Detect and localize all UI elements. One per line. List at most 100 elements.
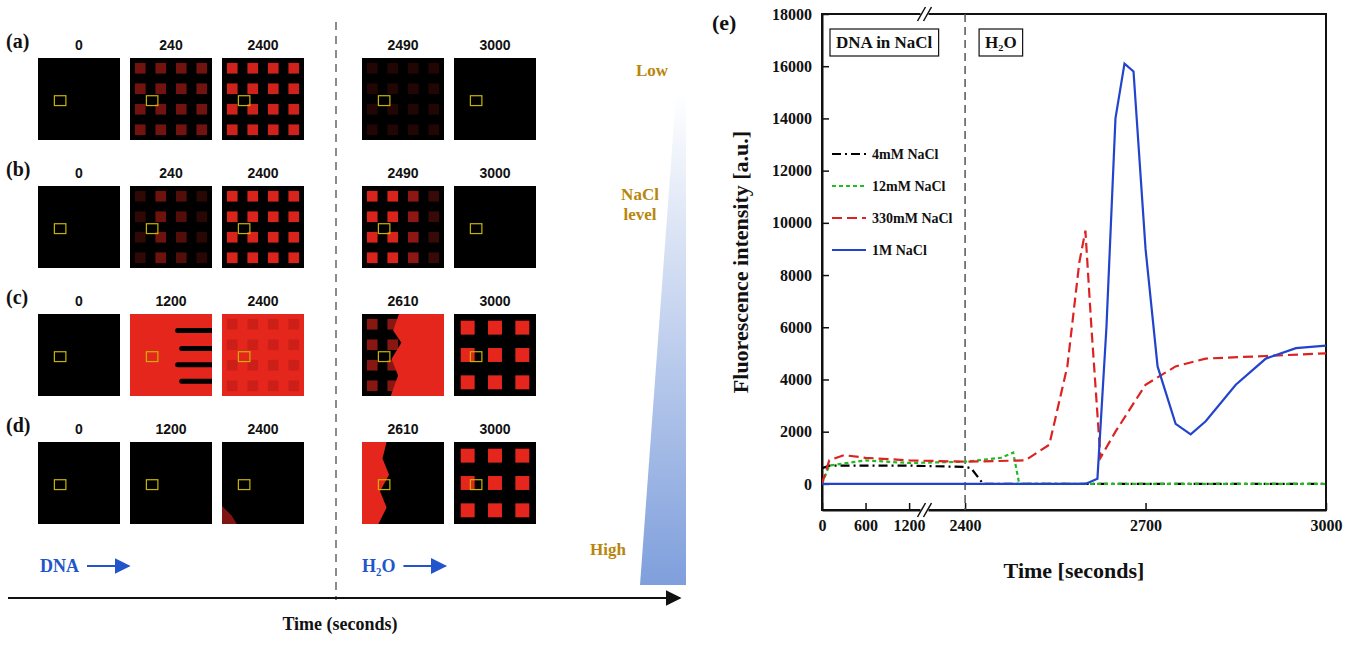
time-label: 240 xyxy=(159,37,183,53)
fluorescent-spot xyxy=(288,104,299,115)
time-label: 3000 xyxy=(479,421,510,437)
fluorescent-spot xyxy=(428,232,439,243)
time-label: 2400 xyxy=(247,293,278,309)
y-tick-mark xyxy=(822,118,829,120)
axis-break-mark xyxy=(924,503,932,517)
tile-content xyxy=(367,63,439,135)
fluorescent-spot xyxy=(176,83,187,94)
x-tick-label: 2700 xyxy=(1130,517,1162,534)
fluorescent-spot xyxy=(196,83,207,94)
fluorescent-spot xyxy=(247,252,258,263)
time-label: 3000 xyxy=(479,165,510,181)
image-tile xyxy=(222,442,304,524)
fluorescent-spot xyxy=(515,476,529,490)
fluorescent-spot xyxy=(515,375,529,389)
fluorescent-spot xyxy=(135,191,146,202)
time-label: 0 xyxy=(75,293,83,309)
figure: (a)0240240024903000(b)0240240024903000(c… xyxy=(0,0,1356,650)
legend-label: 12mM NaCl xyxy=(872,179,946,194)
y-tick-label: 2000 xyxy=(780,423,812,440)
x-tick-mark xyxy=(909,503,911,510)
tile-background xyxy=(454,314,536,396)
tile-background xyxy=(130,58,212,140)
region-of-interest xyxy=(238,352,249,362)
series-line xyxy=(822,231,1326,484)
tile-background xyxy=(222,58,304,140)
region-of-interest xyxy=(54,480,65,490)
tile-content xyxy=(146,480,157,490)
fluorescent-spot xyxy=(176,232,187,243)
fluorescent-spot xyxy=(135,252,146,263)
fluorescent-spot xyxy=(461,449,475,463)
tile-content xyxy=(54,224,65,234)
tile-background xyxy=(362,442,444,524)
fluorescent-spot xyxy=(176,191,187,202)
time-label: 2400 xyxy=(247,37,278,53)
series-line xyxy=(822,64,1326,484)
fluorescent-spot xyxy=(367,319,378,330)
fluorescent-spot xyxy=(268,360,279,371)
fluorescent-spot xyxy=(227,319,238,330)
region-of-interest xyxy=(378,96,389,106)
fluorescent-spot xyxy=(135,124,146,135)
fluorescent-spot xyxy=(408,380,419,391)
y-tick: 14000 xyxy=(772,110,829,127)
fluorescent-spot xyxy=(387,252,398,263)
fluorescent-spot xyxy=(367,124,378,135)
annotation-frame xyxy=(830,29,939,56)
fluorescent-spot xyxy=(428,83,439,94)
fluorescent-spot xyxy=(227,104,238,115)
fluorescent-spot xyxy=(247,191,258,202)
fluorescent-spot xyxy=(268,124,279,135)
tile-content xyxy=(135,63,207,135)
panel-letter: (a) xyxy=(6,30,29,53)
fluorescent-spot xyxy=(135,232,146,243)
series-line xyxy=(822,466,1326,484)
fluorescent-spot xyxy=(387,63,398,74)
y-tick: 4000 xyxy=(780,371,829,388)
tile-content xyxy=(362,442,390,524)
red-fluorescence xyxy=(222,314,304,396)
fluorescent-spot xyxy=(135,63,146,74)
fluorescent-spot xyxy=(367,104,378,115)
x-tick: 2400 xyxy=(950,503,982,534)
fluorescent-spot xyxy=(196,124,207,135)
fluorescent-spot xyxy=(268,380,279,391)
scale-label: NaCllevel xyxy=(621,185,659,224)
tile-background xyxy=(38,186,120,268)
annotation-box: H₂O xyxy=(979,29,1023,56)
fluorescent-spot xyxy=(387,339,398,350)
fluorescent-spot xyxy=(176,63,187,74)
image-tile xyxy=(38,58,120,140)
y-axis-title: Fluorescence intensity [a.u.] xyxy=(728,131,753,393)
fluorescent-spot xyxy=(288,191,299,202)
time-label: 0 xyxy=(75,421,83,437)
scale-high-label: High xyxy=(590,540,626,559)
region-of-interest xyxy=(54,96,65,106)
fluorescent-spot xyxy=(515,503,529,517)
image-tile xyxy=(38,442,120,524)
legend-swatch xyxy=(832,153,866,155)
time-label: 3000 xyxy=(479,293,510,309)
fluorescent-spot xyxy=(461,375,475,389)
y-tick-mark xyxy=(822,431,829,433)
tile-content xyxy=(54,96,65,106)
fluorescent-spot xyxy=(227,191,238,202)
red-fluorescence xyxy=(362,442,389,524)
fluorescent-spot xyxy=(515,348,529,362)
fluorescent-spot xyxy=(268,211,279,222)
image-panels: (a)0240240024903000(b)0240240024903000(c… xyxy=(6,22,686,635)
fluorescent-spot xyxy=(428,211,439,222)
fluorescent-spot xyxy=(135,104,146,115)
annotation-text: H₂O xyxy=(985,33,1017,52)
time-label: 2490 xyxy=(387,37,418,53)
fluorescent-spot xyxy=(428,191,439,202)
legend: 4mM NaCl12mM NaCl330mM NaCl1M NaCl xyxy=(832,147,953,258)
chart: (e)0600120024002700300002000400060008000… xyxy=(712,6,1343,583)
y-tick-label: 10000 xyxy=(772,214,812,231)
x-tick-mark xyxy=(1326,503,1328,510)
x-tick-mark xyxy=(865,503,867,510)
time-arrow xyxy=(8,597,680,599)
time-label: 2400 xyxy=(247,165,278,181)
time-label: 1200 xyxy=(155,421,186,437)
